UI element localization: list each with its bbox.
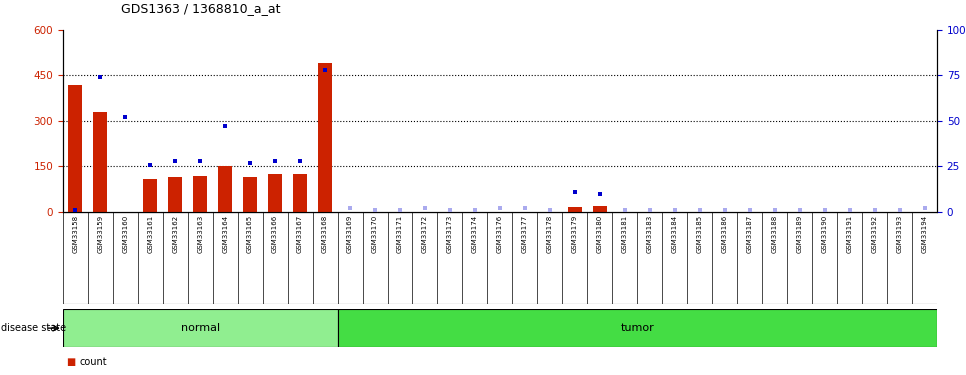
Text: GSM33164: GSM33164: [222, 214, 228, 253]
Bar: [63, 309, 337, 347]
Text: GSM33166: GSM33166: [272, 214, 278, 253]
Text: normal: normal: [181, 323, 219, 333]
Text: GSM33176: GSM33176: [497, 214, 503, 253]
Bar: [168, 177, 182, 212]
Point: [692, 207, 707, 213]
Text: GSM33189: GSM33189: [797, 214, 803, 253]
Point: [217, 123, 233, 129]
Bar: [593, 206, 607, 212]
Bar: [143, 178, 157, 212]
Bar: [294, 174, 307, 212]
Text: GSM33179: GSM33179: [572, 214, 578, 253]
Text: GSM33161: GSM33161: [147, 214, 154, 253]
Text: GSM33160: GSM33160: [123, 214, 128, 253]
Point: [767, 207, 782, 213]
Text: GSM33184: GSM33184: [671, 214, 678, 253]
Point: [517, 205, 532, 211]
Point: [392, 207, 408, 213]
Text: GSM33194: GSM33194: [922, 214, 927, 253]
Text: GSM33178: GSM33178: [547, 214, 553, 253]
Point: [668, 207, 683, 213]
Point: [167, 158, 183, 164]
Point: [867, 207, 882, 213]
Text: GSM33185: GSM33185: [696, 214, 702, 253]
Text: GSM33174: GSM33174: [472, 214, 478, 253]
Point: [318, 67, 333, 73]
Bar: [193, 176, 207, 212]
Point: [293, 158, 308, 164]
Point: [917, 205, 932, 211]
Text: GSM33168: GSM33168: [322, 214, 328, 253]
Text: GSM33180: GSM33180: [597, 214, 603, 253]
Point: [342, 205, 357, 211]
Bar: [218, 166, 232, 212]
Point: [642, 207, 658, 213]
Bar: [568, 207, 582, 212]
Text: GSM33167: GSM33167: [298, 214, 303, 253]
Point: [143, 162, 158, 168]
Point: [468, 207, 483, 213]
Point: [93, 74, 108, 80]
Text: GSM33187: GSM33187: [747, 214, 753, 253]
Text: GDS1363 / 1368810_a_at: GDS1363 / 1368810_a_at: [121, 2, 280, 15]
Point: [592, 190, 608, 196]
Bar: [243, 177, 257, 212]
Point: [717, 207, 732, 213]
Point: [68, 207, 83, 213]
Text: GSM33181: GSM33181: [622, 214, 628, 253]
Point: [192, 158, 208, 164]
Bar: [337, 309, 937, 347]
Point: [892, 207, 907, 213]
Text: disease state: disease state: [1, 323, 66, 333]
Point: [817, 207, 833, 213]
Text: tumor: tumor: [620, 323, 654, 333]
Text: GSM33183: GSM33183: [647, 214, 653, 253]
Bar: [69, 85, 82, 212]
Text: GSM33173: GSM33173: [447, 214, 453, 253]
Text: ■: ■: [66, 357, 75, 367]
Text: GSM33186: GSM33186: [722, 214, 727, 253]
Point: [367, 207, 383, 213]
Text: GSM33159: GSM33159: [98, 214, 103, 253]
Text: GSM33170: GSM33170: [372, 214, 378, 253]
Point: [617, 207, 633, 213]
Bar: [269, 174, 282, 212]
Text: GSM33171: GSM33171: [397, 214, 403, 253]
Point: [792, 207, 808, 213]
Text: GSM33177: GSM33177: [522, 214, 527, 253]
Bar: [318, 63, 332, 212]
Point: [567, 189, 582, 195]
Text: GSM33192: GSM33192: [871, 214, 877, 253]
Text: GSM33190: GSM33190: [822, 214, 828, 253]
Point: [442, 207, 458, 213]
Point: [118, 114, 133, 120]
Text: GSM33188: GSM33188: [772, 214, 778, 253]
Point: [842, 207, 858, 213]
Text: GSM33169: GSM33169: [347, 214, 353, 253]
Point: [542, 207, 557, 213]
Text: count: count: [79, 357, 107, 367]
Point: [417, 205, 433, 211]
Text: GSM33193: GSM33193: [896, 214, 902, 253]
Bar: [94, 112, 107, 212]
Text: GSM33158: GSM33158: [72, 214, 78, 253]
Text: GSM33163: GSM33163: [197, 214, 203, 253]
Point: [242, 160, 258, 166]
Point: [742, 207, 757, 213]
Point: [268, 158, 283, 164]
Text: GSM33191: GSM33191: [846, 214, 853, 253]
Text: GSM33172: GSM33172: [422, 214, 428, 253]
Point: [493, 205, 508, 211]
Text: GSM33162: GSM33162: [172, 214, 178, 253]
Text: GSM33165: GSM33165: [247, 214, 253, 253]
